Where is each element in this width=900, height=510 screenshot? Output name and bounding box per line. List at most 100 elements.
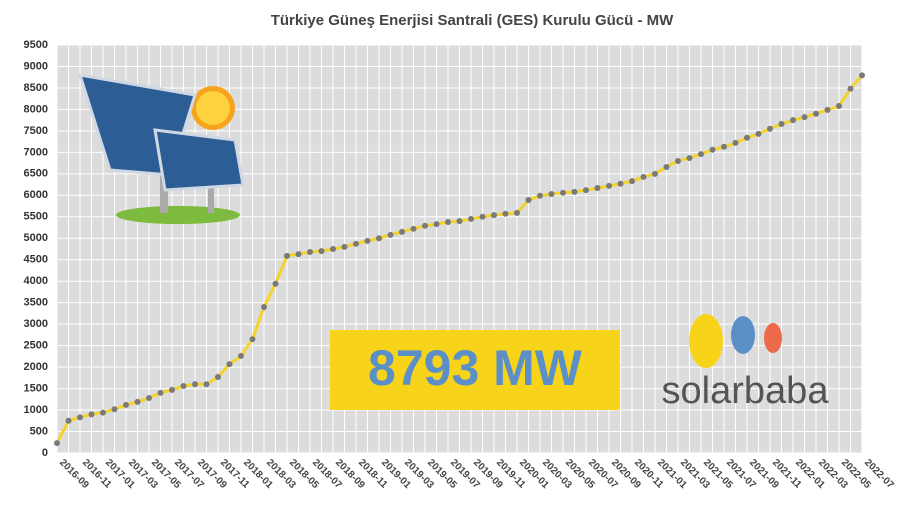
- point: [88, 411, 95, 418]
- point: [226, 361, 233, 368]
- point: [341, 243, 348, 250]
- y-tick-label: 5000: [24, 232, 48, 244]
- point: [100, 409, 106, 416]
- point: [387, 231, 394, 238]
- point: [594, 185, 601, 192]
- point: [261, 303, 267, 310]
- annotation: 8793 MW: [368, 340, 583, 396]
- point: [192, 381, 198, 388]
- y-tick-label: 1000: [24, 404, 48, 416]
- point: [77, 414, 83, 421]
- point: [606, 182, 612, 189]
- y-tick-label: 3500: [24, 297, 48, 309]
- point: [180, 383, 187, 390]
- y-tick-label: 2500: [24, 340, 48, 352]
- point: [399, 228, 405, 235]
- logo-icon: [689, 314, 782, 368]
- point: [54, 440, 60, 447]
- point: [813, 110, 819, 117]
- point: [675, 157, 681, 164]
- point: [479, 213, 486, 220]
- point: [583, 187, 589, 194]
- grid: [56, 44, 863, 454]
- solar-panel-icon: [77, 73, 245, 224]
- logo: solarbaba: [662, 370, 830, 412]
- point: [238, 352, 244, 359]
- point: [491, 212, 497, 219]
- point: [767, 125, 773, 132]
- point: [295, 251, 302, 258]
- point: [560, 189, 566, 196]
- point: [307, 249, 313, 256]
- y-tick-label: 8000: [24, 103, 48, 115]
- y-tick-label: 6500: [24, 168, 48, 180]
- point: [525, 197, 532, 204]
- point: [755, 130, 762, 137]
- y-tick-label: 7500: [24, 125, 48, 137]
- point: [640, 173, 647, 180]
- point: [617, 180, 624, 187]
- series: [54, 72, 865, 447]
- point: [157, 389, 164, 396]
- point: [663, 163, 670, 170]
- point: [571, 188, 578, 195]
- point: [468, 215, 474, 222]
- y-tick-label: 3000: [24, 318, 48, 330]
- point: [686, 154, 693, 161]
- point: [169, 386, 175, 393]
- y-tick-label: 5500: [24, 211, 48, 223]
- point: [801, 114, 808, 121]
- y-tick-label: 6000: [24, 189, 48, 201]
- point: [111, 406, 118, 413]
- point: [847, 85, 854, 92]
- y-tick-label: 2000: [24, 361, 48, 373]
- point: [123, 401, 129, 408]
- point: [364, 237, 371, 244]
- point: [410, 225, 417, 232]
- point: [652, 170, 658, 177]
- point: [721, 143, 727, 150]
- y-tick-label: 4000: [24, 275, 48, 287]
- y-tick-label: 9000: [24, 60, 48, 72]
- y-tick-label: 1500: [24, 382, 48, 394]
- y-tick-label: 9500: [24, 39, 48, 51]
- y-tick-label: 4500: [24, 254, 48, 266]
- point: [134, 398, 141, 405]
- chart-title: Türkiye Güneş Enerjisi Santrali (GES) Ku…: [271, 12, 674, 29]
- point: [709, 146, 716, 153]
- point: [422, 222, 428, 229]
- y-tick-label: 8500: [24, 82, 48, 94]
- annotation-box: [330, 330, 620, 410]
- point: [272, 280, 279, 287]
- point: [215, 373, 221, 380]
- point: [376, 235, 382, 242]
- y-tick-label: 7000: [24, 146, 48, 158]
- point: [456, 218, 463, 225]
- y-tick-label: 0: [42, 447, 48, 459]
- point: [65, 417, 72, 424]
- point: [445, 218, 451, 225]
- point: [514, 209, 520, 216]
- point: [537, 192, 543, 199]
- point: [548, 191, 555, 198]
- point: [778, 121, 785, 128]
- point: [790, 117, 796, 124]
- point: [732, 139, 739, 146]
- point: [284, 252, 290, 259]
- y-tick-label: 500: [30, 425, 48, 437]
- point: [249, 336, 256, 343]
- point: [836, 102, 842, 109]
- point: [824, 106, 831, 113]
- point: [203, 381, 210, 388]
- point: [353, 240, 359, 247]
- point: [502, 210, 509, 217]
- point: [146, 395, 152, 402]
- point: [318, 248, 325, 255]
- point: [629, 178, 635, 185]
- point: [330, 246, 336, 252]
- point: [698, 151, 704, 158]
- point: [433, 221, 440, 228]
- point: [744, 134, 750, 141]
